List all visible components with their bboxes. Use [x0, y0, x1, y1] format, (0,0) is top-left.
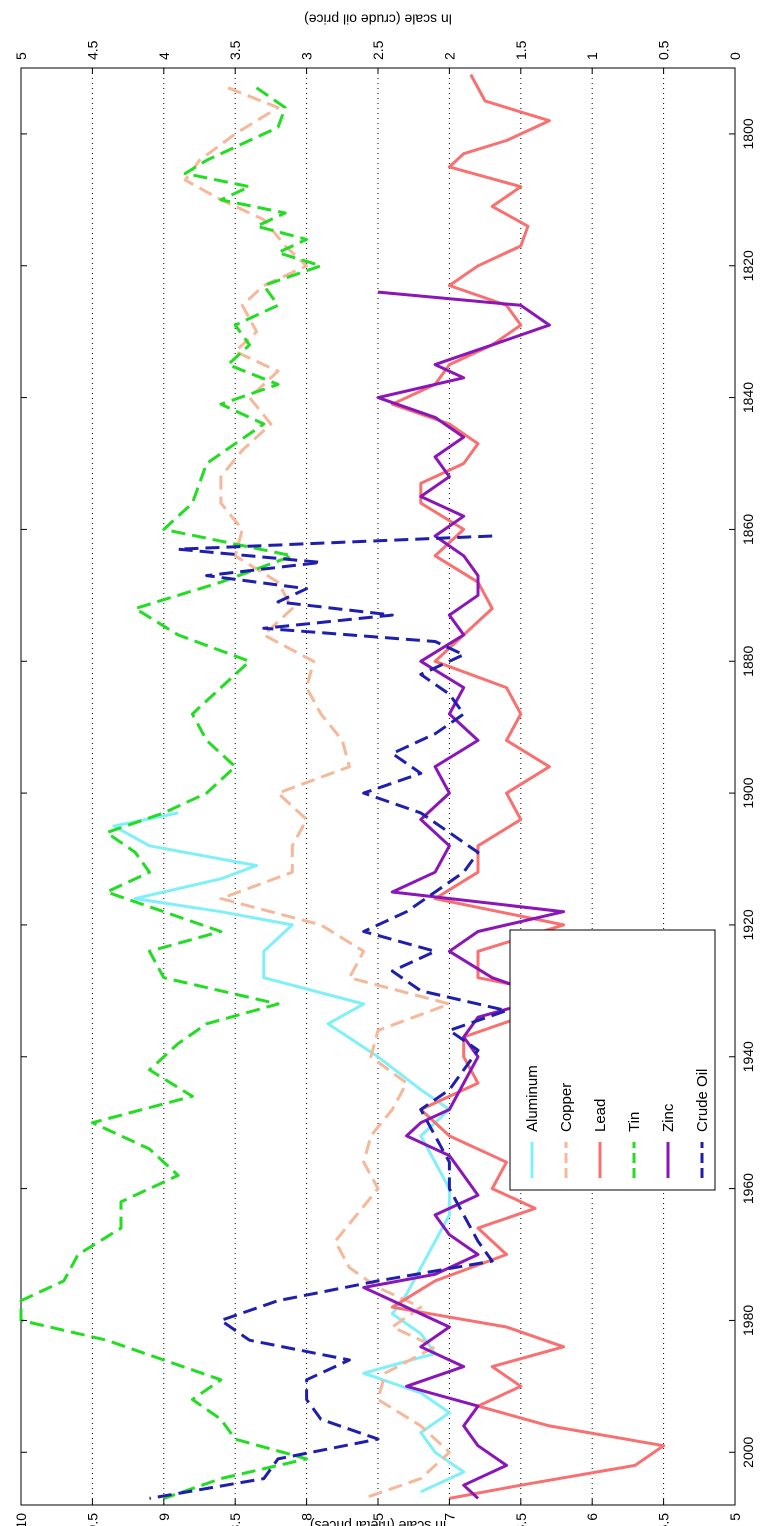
y-tick-label: 8.5 — [227, 1513, 243, 1526]
x-tick-label: 1940 — [740, 1041, 756, 1072]
y2-tick-label: 0 — [727, 52, 743, 60]
y2-tick-label: 3 — [299, 52, 315, 60]
x-tick-label: 1960 — [740, 1173, 756, 1204]
x-tick-label: 1860 — [740, 514, 756, 545]
x-tick-label: 1900 — [740, 777, 756, 808]
y-tick-label: 9 — [156, 1513, 172, 1521]
legend-label: Aluminum — [524, 1065, 541, 1132]
legend-label: Tin — [626, 1112, 643, 1132]
ticks: 1800182018401860188019001920194019601980… — [13, 40, 756, 1526]
y-tick-label: 8 — [299, 1513, 315, 1521]
plot-frame — [20, 67, 736, 1506]
y2-axis-label: ln scale (crude oil price) — [304, 11, 452, 27]
y-tick-label: 10 — [13, 1513, 29, 1526]
x-tick-label: 1800 — [740, 118, 756, 149]
legend-label: Copper — [558, 1083, 575, 1132]
series-lines — [19, 73, 666, 1500]
legend: Aluminum Copper Lead Tin Zinc Crude Oil — [509, 929, 716, 1191]
y-tick-label: 6.5 — [513, 1513, 529, 1526]
y-tick-label: 7 — [441, 1513, 457, 1521]
legend-label: Crude Oil — [694, 1069, 711, 1132]
y2-tick-label: 0.5 — [656, 40, 672, 60]
y-tick-label: 5.5 — [656, 1513, 672, 1526]
series-line-tin — [19, 86, 323, 1500]
x-tick-label: 1840 — [740, 382, 756, 413]
legend-label: Lead — [592, 1099, 609, 1132]
plot-area — [20, 67, 736, 1506]
series-line-aluminum — [112, 811, 466, 1494]
series-line-copper — [183, 86, 451, 1500]
series-line-crude-oil — [149, 534, 508, 1500]
y-tick-label: 7.5 — [370, 1513, 386, 1526]
y-axis-label: ln scale (metal prices) — [310, 1518, 446, 1526]
y2-tick-label: 3.5 — [227, 40, 243, 60]
y2-tick-label: 1 — [584, 52, 600, 60]
series-line-lead — [390, 73, 666, 1500]
x-tick-label: 1980 — [740, 1305, 756, 1336]
legend-label: Zinc — [660, 1103, 677, 1132]
y-tick-label: 9.5 — [84, 1513, 100, 1526]
x-tick-label: 1820 — [740, 250, 756, 281]
series-line-zinc — [362, 290, 566, 1500]
y2-tick-label: 4.5 — [84, 40, 100, 60]
y2-tick-label: 2 — [441, 52, 457, 60]
y-tick-label: 6 — [584, 1513, 600, 1521]
y2-tick-label: 4 — [156, 52, 172, 60]
y-tick-label: 5 — [727, 1513, 743, 1521]
y2-tick-label: 2.5 — [370, 40, 386, 60]
legend-box — [509, 929, 716, 1191]
y2-tick-label: 1.5 — [513, 40, 529, 60]
x-tick-label: 1920 — [740, 909, 756, 940]
y2-tick-label: 5 — [13, 52, 29, 60]
x-tick-label: 1880 — [740, 645, 756, 676]
x-tick-label: 2000 — [740, 1436, 756, 1467]
